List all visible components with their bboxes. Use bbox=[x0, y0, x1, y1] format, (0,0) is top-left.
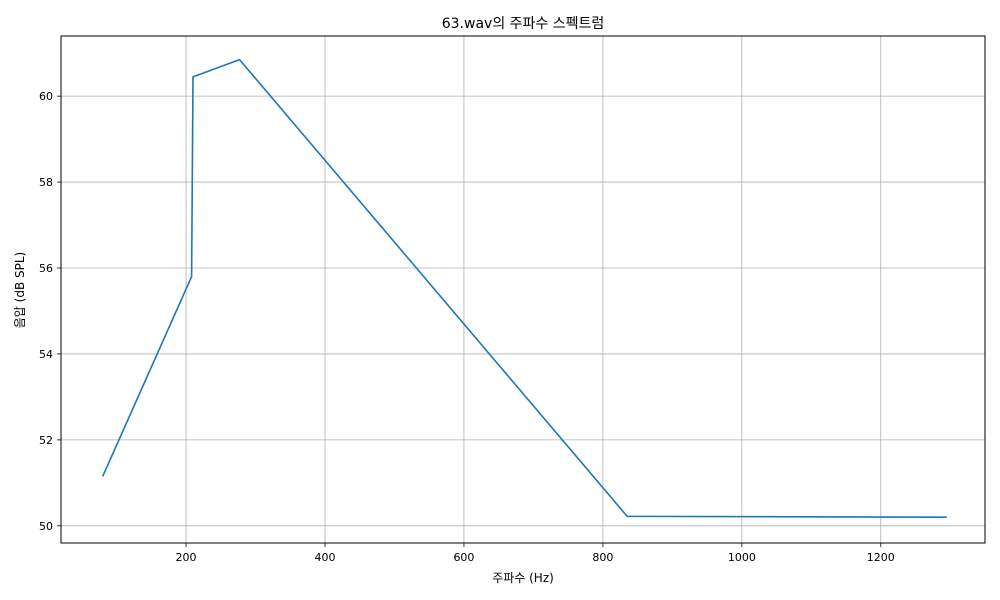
x-axis-label: 주파수 (Hz) bbox=[492, 571, 554, 585]
grid bbox=[61, 36, 985, 543]
y-tick-label: 56 bbox=[39, 262, 53, 275]
y-tick-label: 58 bbox=[39, 176, 53, 189]
y-axis-label: 음압 (dB SPL) bbox=[13, 252, 27, 328]
x-tick-label: 1000 bbox=[728, 551, 756, 564]
x-tick-label: 200 bbox=[176, 551, 197, 564]
ticks: 200 400 600 800 1000 1200 50 52 54 56 58 60 bbox=[39, 90, 895, 564]
y-tick-label: 52 bbox=[39, 434, 53, 447]
y-tick-label: 60 bbox=[39, 90, 53, 103]
series-layer bbox=[101, 58, 947, 519]
y-tick-label: 50 bbox=[39, 520, 53, 533]
x-tick-label: 800 bbox=[592, 551, 613, 564]
chart-title: 63.wav의 주파수 스펙트럼 bbox=[442, 16, 605, 32]
y-tick-label: 54 bbox=[39, 348, 53, 361]
x-tick-label: 1200 bbox=[867, 551, 895, 564]
x-tick-label: 400 bbox=[315, 551, 336, 564]
plot-frame bbox=[60, 35, 986, 544]
series-line bbox=[101, 58, 947, 519]
x-tick-label: 600 bbox=[453, 551, 474, 564]
